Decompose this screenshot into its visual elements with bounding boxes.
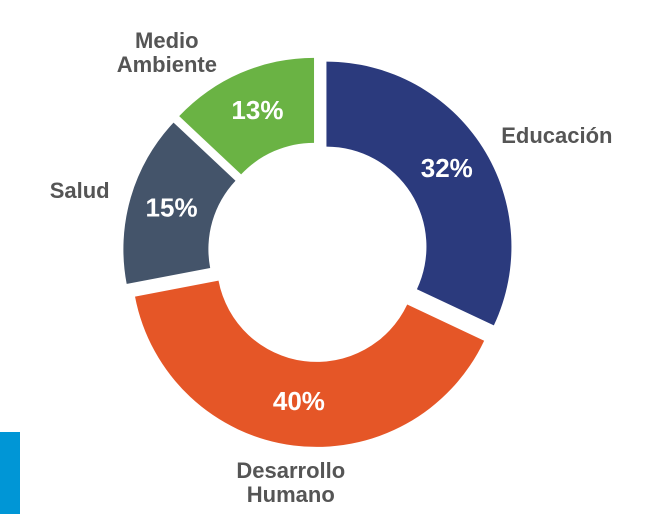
category-label: Desarrollo Humano xyxy=(236,458,346,508)
data-label: 15% xyxy=(146,192,198,222)
category-label: Educación xyxy=(501,122,613,148)
donut-segment xyxy=(179,57,315,175)
data-label: 32% xyxy=(421,153,473,183)
category-label: Salud xyxy=(49,178,110,204)
category-label: Medio Ambiente xyxy=(116,27,217,77)
data-label: 13% xyxy=(231,95,283,125)
side-accent xyxy=(0,432,20,514)
donut-segment xyxy=(135,280,485,447)
donut-segment xyxy=(326,61,512,326)
data-label: 40% xyxy=(273,386,325,416)
donut-segment xyxy=(123,122,236,284)
